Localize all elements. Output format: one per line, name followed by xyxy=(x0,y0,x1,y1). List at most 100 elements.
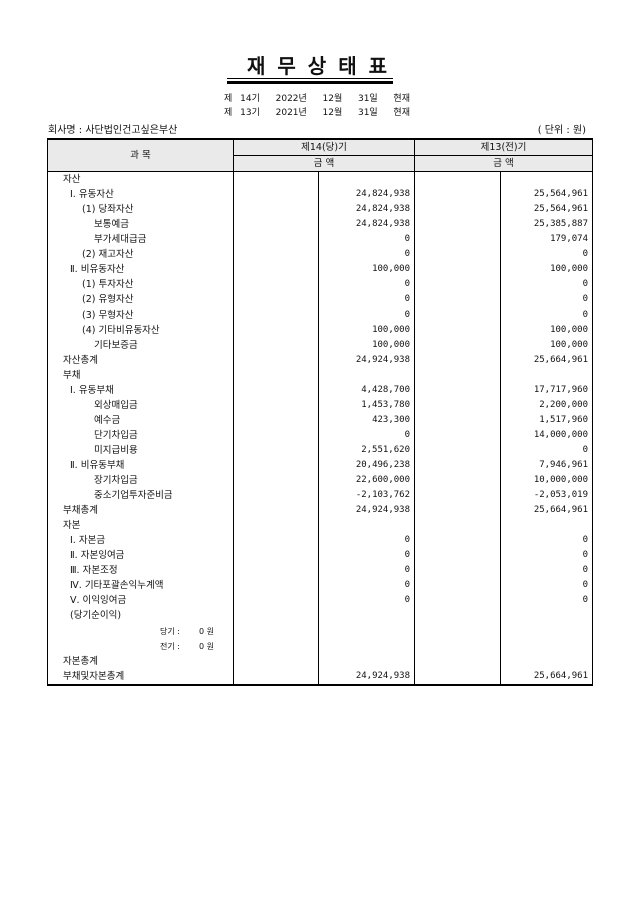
account-name: 자산 xyxy=(63,174,81,186)
current-amount: 24,924,938 xyxy=(318,352,415,368)
table-row: Ⅱ. 자본잉여금 0 0 xyxy=(47,548,593,564)
current-amount: 0 xyxy=(318,427,415,443)
account-name: 자본잉여금 xyxy=(80,550,125,562)
prior-amount: 25,564,961 xyxy=(500,202,593,218)
table-row: 당기 : 0 원 xyxy=(47,623,593,639)
account-name: 단기차입금 xyxy=(94,429,138,441)
prior-amount: 0 xyxy=(500,292,593,308)
account-name: 무형자산 xyxy=(98,309,134,321)
prior-amount: 0 xyxy=(500,442,593,458)
account-name: 보통예금 xyxy=(94,219,129,231)
account-name: 장기차입금 xyxy=(94,475,138,487)
table-row: 자산총계 24,924,938 25,664,961 xyxy=(47,352,593,368)
prior-amount xyxy=(500,638,593,654)
account-name: 자산총계 xyxy=(63,354,98,366)
table-row: 중소기업투자준비금 -2,103,762 -2,053,019 xyxy=(47,488,593,504)
current-amount: 0 xyxy=(318,593,415,609)
item-prefix: (2) xyxy=(82,249,99,261)
current-amount: 0 xyxy=(318,578,415,594)
prior-amount: 100,000 xyxy=(500,262,593,278)
item-prefix: Ⅱ. xyxy=(70,550,81,562)
prior-amount: 0 xyxy=(500,563,593,579)
account-name: 미지급비용 xyxy=(94,444,138,456)
account-name: 부채 xyxy=(63,369,81,381)
table-row: Ⅱ. 비유동자산 100,000 100,000 xyxy=(47,262,593,278)
unit-label: ( 단위 : 원) xyxy=(537,125,586,136)
item-prefix: (1) xyxy=(82,204,99,216)
account-name: 유동부채 xyxy=(78,384,114,396)
current-amount: 24,924,938 xyxy=(318,503,415,519)
table-row: (당기순이익) xyxy=(47,608,593,624)
current-amount-header: 금 액 xyxy=(233,155,415,173)
prior-amount-header: 금 액 xyxy=(414,155,593,173)
current-amount: 100,000 xyxy=(318,262,415,278)
prior-amount: 25,564,961 xyxy=(500,187,593,203)
table-row: 장기차입금 22,600,000 10,000,000 xyxy=(47,473,593,489)
account-name: 외상매입금 xyxy=(94,399,138,411)
prior-amount: 100,000 xyxy=(500,337,593,353)
current-amount: 0 xyxy=(318,232,415,248)
note-value: 0 원 xyxy=(199,626,214,636)
account-name: 자본총계 xyxy=(63,655,98,667)
account-name: 부가세대급금 xyxy=(94,234,147,246)
note-label: 당기 : xyxy=(160,626,180,636)
table-row: 부가세대급금 0 179,074 xyxy=(47,232,593,248)
table-row: (2) 유형자산 0 0 xyxy=(47,292,593,308)
current-amount: 100,000 xyxy=(318,322,415,338)
prior-amount: 2,200,000 xyxy=(500,397,593,413)
prior-amount: 17,717,960 xyxy=(500,382,593,398)
prior-amount: 0 xyxy=(500,548,593,564)
account-name: 투자자산 xyxy=(98,279,134,291)
table-row: 전기 : 0 원 xyxy=(47,638,593,654)
prior-amount xyxy=(500,608,593,624)
item-prefix: Ⅱ. xyxy=(70,460,81,471)
current-amount: 4,428,700 xyxy=(318,382,415,398)
account-name: 기타비유동자산 xyxy=(98,324,160,336)
account-name: 기타보증금 xyxy=(94,339,138,351)
table-row: 자본총계 xyxy=(47,653,593,669)
current-amount: 0 xyxy=(318,277,415,293)
table-row: Ⅱ. 비유동부채 20,496,238 7,946,961 xyxy=(47,457,593,474)
prior-period: 제 13기 2021년 12월 31일 현재 xyxy=(224,108,410,118)
item-prefix: Ⅳ. xyxy=(70,580,85,592)
account-name: 이익잉여금 xyxy=(82,595,127,607)
table-row: 보통예금 24,824,938 25,385,887 xyxy=(47,217,593,233)
current-amount xyxy=(318,608,415,624)
table-row: (1) 투자자산 0 0 xyxy=(47,277,593,293)
item-prefix: (1) xyxy=(82,279,99,291)
account-name: 예수금 xyxy=(94,414,121,426)
account-header: 과 목 xyxy=(47,138,234,173)
current-amount: 0 xyxy=(318,292,415,308)
account-name: 유형자산 xyxy=(98,294,134,306)
current-amount: -2,103,762 xyxy=(318,488,415,504)
table-row: 예수금 423,300 1,517,960 xyxy=(47,412,593,428)
table-row: Ⅴ. 이익잉여금 0 0 xyxy=(47,593,593,609)
company-name: 회사명 : 사단법인건고싶은부산 xyxy=(48,125,178,136)
current-amount: 24,924,938 xyxy=(318,668,415,686)
current-amount: 24,824,938 xyxy=(318,187,415,203)
account-name: 중소기업투자준비금 xyxy=(94,490,173,502)
prior-amount xyxy=(500,367,593,383)
table-row: (4) 기타비유동자산 100,000 100,000 xyxy=(47,322,593,338)
table-row: 외상매입금 1,453,780 2,200,000 xyxy=(47,397,593,413)
current-amount: 24,824,938 xyxy=(318,217,415,233)
table-row: (2) 재고자산 0 0 xyxy=(47,247,593,263)
table-row: 미지급비용 2,551,620 0 xyxy=(47,442,593,458)
item-prefix: Ⅰ. xyxy=(70,535,79,547)
prior-amount xyxy=(500,171,593,188)
prior-amount xyxy=(500,653,593,669)
prior-amount: 0 xyxy=(500,307,593,323)
account-name: (당기순이익) xyxy=(70,610,122,622)
account-name: 기타포괄손익누계액 xyxy=(84,580,164,592)
item-prefix: Ⅰ. xyxy=(70,384,79,396)
current-period: 제 14기 2022년 12월 31일 현재 xyxy=(224,94,410,104)
prior-amount: -2,053,019 xyxy=(500,488,593,504)
current-amount: 0 xyxy=(318,307,415,323)
note-label: 전기 : xyxy=(160,641,180,651)
table-row: 단기차입금 0 14,000,000 xyxy=(47,427,593,443)
prior-amount: 100,000 xyxy=(500,322,593,338)
title-underline-thick xyxy=(227,81,393,84)
current-amount: 0 xyxy=(318,548,415,564)
account-name: 자본조정 xyxy=(82,565,118,577)
